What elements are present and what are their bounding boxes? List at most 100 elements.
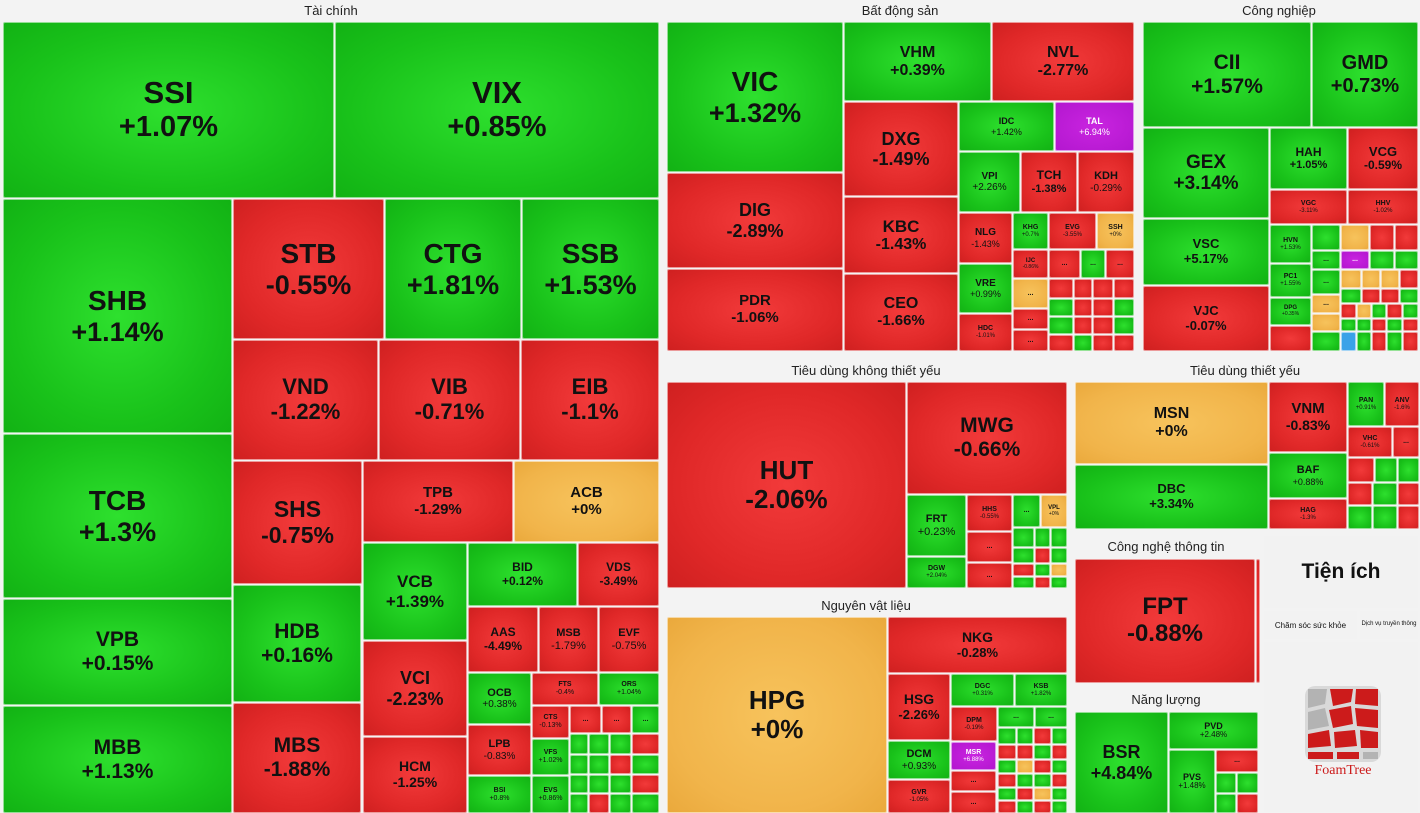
small-stock-tile[interactable] xyxy=(998,760,1016,773)
small-stock-tile[interactable] xyxy=(1398,506,1419,529)
stock-tile-idc[interactable]: IDC +1.42% xyxy=(959,102,1054,151)
stock-tile-pdr[interactable]: PDR -1.06% xyxy=(667,269,843,351)
small-stock-tile[interactable] xyxy=(1074,299,1092,316)
small-stock-tile[interactable] xyxy=(998,728,1016,744)
small-stock-tile[interactable] xyxy=(1034,788,1051,800)
stock-tile-gex[interactable]: GEX +3.14% xyxy=(1143,128,1269,218)
dich-vu-truyen-thong-panel[interactable]: Dịch vụ truyền thông xyxy=(1360,611,1418,639)
small-stock-tile[interactable] xyxy=(1049,317,1073,334)
small-stock-tile[interactable] xyxy=(1341,304,1356,318)
stock-tile-hhs[interactable]: HHS -0.55% xyxy=(967,495,1012,531)
stock-tile-vpb[interactable]: VPB +0.15% xyxy=(3,599,232,705)
more-stocks-tile[interactable]: ... xyxy=(632,706,659,733)
small-stock-tile[interactable] xyxy=(1348,458,1374,482)
stock-tile-lpb[interactable]: LPB -0.83% xyxy=(468,725,531,775)
small-stock-tile[interactable] xyxy=(1348,506,1372,529)
stock-tile-msb[interactable]: MSB -1.79% xyxy=(539,607,598,672)
small-stock-tile[interactable] xyxy=(1034,728,1051,744)
more-stocks-tile[interactable]: ... xyxy=(1013,330,1048,351)
small-stock-tile[interactable] xyxy=(1341,270,1361,288)
small-stock-tile[interactable] xyxy=(998,801,1016,813)
more-stocks-tile[interactable]: ... xyxy=(1216,750,1258,772)
stock-tile-evf[interactable]: EVF -0.75% xyxy=(599,607,659,672)
stock-tile-bid[interactable]: BID +0.12% xyxy=(468,543,577,606)
small-stock-tile[interactable] xyxy=(1093,317,1113,334)
stock-tile-evs[interactable]: EVS +0.86% xyxy=(532,776,569,813)
stock-tile-eib[interactable]: EIB -1.1% xyxy=(521,340,659,460)
stock-tile-dpg[interactable]: DPG +0.35% xyxy=(1270,298,1311,325)
stock-tile-stb[interactable]: STB -0.55% xyxy=(233,199,384,339)
small-stock-tile[interactable] xyxy=(1216,794,1236,813)
stock-tile-hcm[interactable]: HCM -1.25% xyxy=(363,737,467,813)
small-stock-tile[interactable] xyxy=(1049,335,1073,351)
small-stock-tile[interactable] xyxy=(1093,299,1113,316)
stock-tile-kbc[interactable]: KBC -1.43% xyxy=(844,197,958,273)
stock-tile-nvl[interactable]: NVL -2.77% xyxy=(992,22,1134,101)
more-stocks-tile[interactable]: ... xyxy=(1393,427,1419,457)
stock-tile-tch[interactable]: TCH -1.38% xyxy=(1021,152,1077,212)
more-stocks-tile[interactable]: ... xyxy=(1312,295,1340,313)
stock-tile-dcm[interactable]: DCM +0.93% xyxy=(888,741,950,779)
small-stock-tile[interactable] xyxy=(1403,319,1418,331)
small-stock-tile[interactable] xyxy=(1013,548,1034,563)
small-stock-tile[interactable] xyxy=(1034,760,1051,773)
small-stock-tile[interactable] xyxy=(1403,304,1418,318)
small-stock-tile[interactable] xyxy=(1312,314,1340,331)
small-stock-tile[interactable] xyxy=(632,755,659,774)
small-stock-tile[interactable] xyxy=(1400,289,1418,303)
small-stock-tile[interactable] xyxy=(589,734,609,754)
small-stock-tile[interactable] xyxy=(1357,304,1371,318)
small-stock-tile[interactable] xyxy=(1237,773,1258,793)
small-stock-tile[interactable] xyxy=(1370,225,1394,250)
more-stocks-tile[interactable]: ... xyxy=(1312,270,1340,294)
more-stocks-tile[interactable]: ... xyxy=(967,563,1012,588)
small-stock-tile[interactable] xyxy=(1114,317,1134,334)
small-stock-tile[interactable] xyxy=(1035,528,1050,547)
stock-tile-tpb[interactable]: TPB -1.29% xyxy=(363,461,513,542)
stock-tile-frt[interactable]: FRT +0.23% xyxy=(907,495,966,556)
small-stock-tile[interactable] xyxy=(1312,332,1340,351)
more-stocks-tile[interactable]: ... xyxy=(951,792,996,813)
stock-tile-tal[interactable]: TAL +6.94% xyxy=(1055,102,1134,151)
more-stocks-tile[interactable]: ... xyxy=(1035,707,1067,727)
small-stock-tile[interactable] xyxy=(632,775,659,793)
stock-tile-nlg[interactable]: NLG -1.43% xyxy=(959,213,1012,263)
stock-tile-hsg[interactable]: HSG -2.26% xyxy=(888,674,950,740)
stock-tile-vds[interactable]: VDS -3.49% xyxy=(578,543,659,606)
stock-tile-baf[interactable]: BAF +0.88% xyxy=(1269,453,1347,498)
small-stock-tile[interactable] xyxy=(1357,319,1371,331)
small-stock-tile[interactable] xyxy=(1049,299,1073,316)
small-stock-tile[interactable] xyxy=(570,794,588,813)
stock-tile-dxg[interactable]: DXG -1.49% xyxy=(844,102,958,196)
small-stock-tile[interactable] xyxy=(589,755,609,774)
stock-tile-vic[interactable]: VIC +1.32% xyxy=(667,22,843,172)
small-stock-tile[interactable] xyxy=(1256,559,1260,683)
small-stock-tile[interactable] xyxy=(1381,270,1399,288)
stock-tile-dgc[interactable]: DGC +0.31% xyxy=(951,674,1014,706)
stock-tile-gvr[interactable]: GVR -1.05% xyxy=(888,780,950,813)
stock-tile-vfs[interactable]: VFS +1.02% xyxy=(532,739,569,775)
stock-tile-shs[interactable]: SHS -0.75% xyxy=(233,461,362,584)
small-stock-tile[interactable] xyxy=(1373,483,1397,505)
small-stock-tile[interactable] xyxy=(1052,760,1067,773)
small-stock-tile[interactable] xyxy=(1348,483,1372,505)
small-stock-tile[interactable] xyxy=(1035,548,1050,563)
small-stock-tile[interactable] xyxy=(1403,332,1418,351)
small-stock-tile[interactable] xyxy=(1049,279,1073,298)
small-stock-tile[interactable] xyxy=(1395,251,1418,269)
small-stock-tile[interactable] xyxy=(998,774,1016,787)
small-stock-tile[interactable] xyxy=(1395,225,1418,250)
more-stocks-tile[interactable]: ... xyxy=(1013,309,1048,329)
stock-tile-pvs[interactable]: PVS +1.48% xyxy=(1169,750,1215,813)
stock-tile-kdh[interactable]: KDH -0.29% xyxy=(1078,152,1134,212)
stock-tile-mbb[interactable]: MBB +1.13% xyxy=(3,706,232,813)
stock-tile-vhm[interactable]: VHM +0.39% xyxy=(844,22,991,101)
small-stock-tile[interactable] xyxy=(1400,270,1418,288)
small-stock-tile[interactable] xyxy=(1013,577,1034,588)
small-stock-tile[interactable] xyxy=(1114,299,1134,316)
stock-tile-anv[interactable]: ANV -1.6% xyxy=(1385,382,1419,426)
stock-tile-vnd[interactable]: VND -1.22% xyxy=(233,340,378,460)
small-stock-tile[interactable] xyxy=(1013,564,1034,576)
stock-tile-cts[interactable]: CTS -0.13% xyxy=(532,706,569,738)
stock-tile-hpg[interactable]: HPG +0% xyxy=(667,617,887,813)
